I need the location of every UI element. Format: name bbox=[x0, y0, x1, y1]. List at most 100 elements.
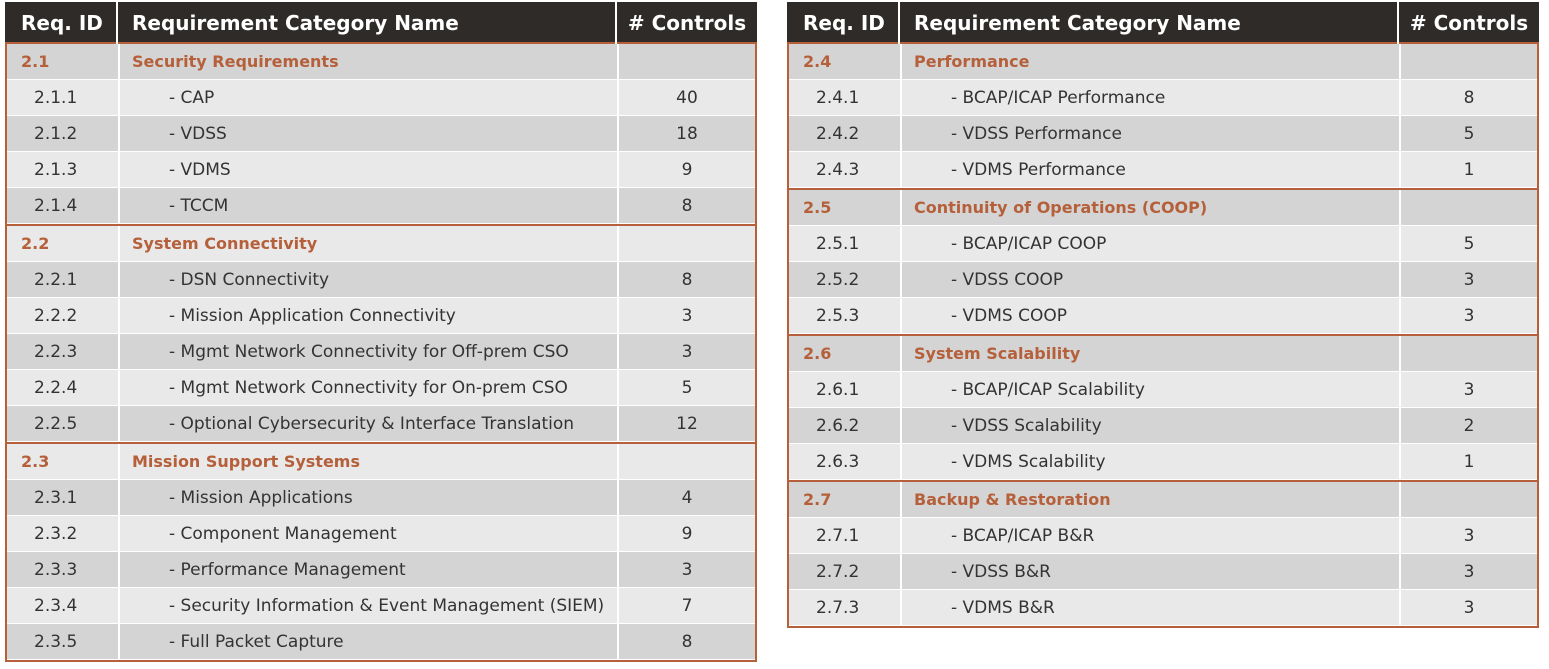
group-controls bbox=[1401, 482, 1537, 518]
group-id: 2.4 bbox=[789, 44, 902, 80]
item-row: 2.2.1- DSN Connectivity 8 bbox=[7, 262, 755, 298]
item-controls: 1 bbox=[1401, 444, 1537, 480]
item-controls: 8 bbox=[1401, 80, 1537, 116]
item-id: 2.5.2 bbox=[789, 262, 902, 298]
header-row: Req. ID Requirement Category Name # Contro… bbox=[5, 2, 757, 44]
item-name: - TCCM bbox=[120, 188, 619, 224]
item-name: - Mission Applications bbox=[120, 480, 619, 516]
group: 2.5 Continuity of Operations (COOP) 2.5.1-… bbox=[787, 188, 1539, 336]
item-row: 2.2.3- Mgmt Network Connectivity for Off… bbox=[7, 334, 755, 370]
item-controls: 1 bbox=[1401, 152, 1537, 188]
item-id: 2.2.4 bbox=[7, 370, 120, 406]
item-controls: 9 bbox=[619, 516, 755, 552]
item-row: 2.1.4- TCCM 8 bbox=[7, 188, 755, 224]
item-row: 2.3.2- Component Management 9 bbox=[7, 516, 755, 552]
item-name: - VDMS B&R bbox=[902, 590, 1401, 626]
group-name: Backup & Restoration bbox=[902, 482, 1401, 518]
group-id: 2.5 bbox=[789, 190, 902, 226]
item-controls: 5 bbox=[1401, 226, 1537, 262]
header-cell: # Controls bbox=[1409, 11, 1529, 35]
group-row: 2.4 Performance bbox=[789, 44, 1537, 80]
item-id: 2.3.5 bbox=[7, 624, 120, 660]
group-row: 2.6 System Scalability bbox=[789, 336, 1537, 372]
group: 2.4 Performance 2.4.1- BCAP/ICAP Performan… bbox=[787, 42, 1539, 190]
item-row: 2.7.1- BCAP/ICAP B&R 3 bbox=[789, 518, 1537, 554]
item-name: - VDSS Performance bbox=[902, 116, 1401, 152]
group: 2.1 Security Requirements 2.1.1- CAP 40 2.1.… bbox=[5, 42, 757, 226]
item-row: 2.3.5- Full Packet Capture 8 bbox=[7, 624, 755, 660]
group-name: Performance bbox=[902, 44, 1401, 80]
item-controls: 3 bbox=[1401, 262, 1537, 298]
group: 2.7 Backup & Restoration 2.7.1- BCAP/ICAP … bbox=[787, 480, 1539, 628]
item-controls: 9 bbox=[619, 152, 755, 188]
item-name: - VDMS bbox=[120, 152, 619, 188]
item-row: 2.2.2- Mission Application Connectivity 3 bbox=[7, 298, 755, 334]
item-row: 2.2.5- Optional Cybersecurity & Interfac… bbox=[7, 406, 755, 442]
item-controls: 4 bbox=[619, 480, 755, 516]
item-id: 2.1.2 bbox=[7, 116, 120, 152]
table-left: Req. ID Requirement Category Name # Contro… bbox=[5, 2, 757, 662]
item-name: - BCAP/ICAP B&R bbox=[902, 518, 1401, 554]
item-controls: 3 bbox=[1401, 298, 1537, 334]
group-controls bbox=[619, 226, 755, 262]
group: 2.3 Mission Support Systems 2.3.1- Mission… bbox=[5, 442, 757, 662]
group: 2.6 System Scalability 2.6.1- BCAP/ICAP Sc… bbox=[787, 334, 1539, 482]
item-row: 2.1.3- VDMS 9 bbox=[7, 152, 755, 188]
item-name: - BCAP/ICAP Performance bbox=[902, 80, 1401, 116]
item-controls: 8 bbox=[619, 624, 755, 660]
group-controls bbox=[619, 444, 755, 480]
item-row: 2.3.1- Mission Applications 4 bbox=[7, 480, 755, 516]
item-name: - VDMS COOP bbox=[902, 298, 1401, 334]
header-cell: Requirement Category Name bbox=[900, 2, 1399, 44]
item-name: - Mission Application Connectivity bbox=[120, 298, 619, 334]
table-right: Req. ID Requirement Category Name # Contro… bbox=[787, 2, 1539, 628]
item-controls: 3 bbox=[1401, 590, 1537, 626]
group-row: 2.2 System Connectivity bbox=[7, 226, 755, 262]
item-name: - VDSS B&R bbox=[902, 554, 1401, 590]
item-row: 2.3.4- Security Information & Event Mana… bbox=[7, 588, 755, 624]
item-name: - BCAP/ICAP COOP bbox=[902, 226, 1401, 262]
item-row: 2.6.3- VDMS Scalability 1 bbox=[789, 444, 1537, 480]
group-controls bbox=[1401, 336, 1537, 372]
item-id: 2.2.5 bbox=[7, 406, 120, 442]
item-name: - DSN Connectivity bbox=[120, 262, 619, 298]
item-controls: 3 bbox=[1401, 518, 1537, 554]
item-controls: 8 bbox=[619, 262, 755, 298]
item-id: 2.7.2 bbox=[789, 554, 902, 590]
item-row: 2.3.3- Performance Management 3 bbox=[7, 552, 755, 588]
item-id: 2.3.1 bbox=[7, 480, 120, 516]
item-name: - VDMS Scalability bbox=[902, 444, 1401, 480]
group-row: 2.3 Mission Support Systems bbox=[7, 444, 755, 480]
item-id: 2.1.3 bbox=[7, 152, 120, 188]
item-row: 2.6.1- BCAP/ICAP Scalability 3 bbox=[789, 372, 1537, 408]
item-name: - Security Information & Event Managemen… bbox=[120, 588, 619, 624]
item-name: - CAP bbox=[120, 80, 619, 116]
group-row: 2.5 Continuity of Operations (COOP) bbox=[789, 190, 1537, 226]
header-cell: # Controls bbox=[627, 11, 747, 35]
group-row: 2.7 Backup & Restoration bbox=[789, 482, 1537, 518]
item-name: - VDSS bbox=[120, 116, 619, 152]
item-row: 2.7.2- VDSS B&R 3 bbox=[789, 554, 1537, 590]
item-id: 2.2.3 bbox=[7, 334, 120, 370]
item-controls: 40 bbox=[619, 80, 755, 116]
item-controls: 5 bbox=[1401, 116, 1537, 152]
item-name: - VDSS Scalability bbox=[902, 408, 1401, 444]
item-id: 2.3.4 bbox=[7, 588, 120, 624]
group-name: System Scalability bbox=[902, 336, 1401, 372]
item-row: 2.7.3- VDMS B&R 3 bbox=[789, 590, 1537, 626]
group-row: 2.1 Security Requirements bbox=[7, 44, 755, 80]
item-id: 2.7.3 bbox=[789, 590, 902, 626]
item-id: 2.5.1 bbox=[789, 226, 902, 262]
group-id: 2.1 bbox=[7, 44, 120, 80]
item-row: 2.4.2- VDSS Performance 5 bbox=[789, 116, 1537, 152]
item-name: - VDMS Performance bbox=[902, 152, 1401, 188]
group-name: Continuity of Operations (COOP) bbox=[902, 190, 1401, 226]
group-controls bbox=[1401, 190, 1537, 226]
item-controls: 3 bbox=[619, 334, 755, 370]
item-name: - Component Management bbox=[120, 516, 619, 552]
item-row: 2.1.1- CAP 40 bbox=[7, 80, 755, 116]
header-cell: Req. ID bbox=[5, 2, 118, 44]
group: 2.2 System Connectivity 2.2.1- DSN Connect… bbox=[5, 224, 757, 444]
header-row: Req. ID Requirement Category Name # Contro… bbox=[787, 2, 1539, 44]
item-controls: 5 bbox=[619, 370, 755, 406]
